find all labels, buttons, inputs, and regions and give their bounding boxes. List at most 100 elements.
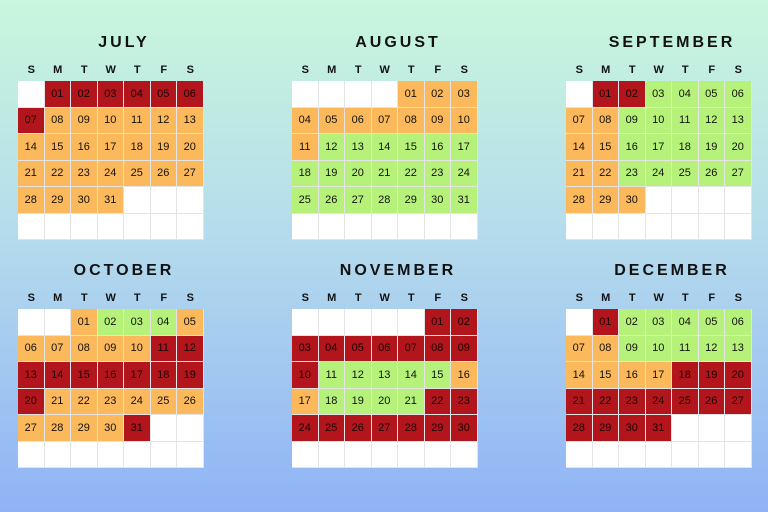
day-cell[interactable]: 17 [645, 134, 672, 161]
day-cell[interactable]: 25 [318, 415, 345, 442]
day-cell[interactable]: 24 [292, 415, 319, 442]
day-cell[interactable]: 12 [345, 362, 372, 389]
day-cell[interactable]: 14 [44, 362, 71, 389]
day-cell[interactable]: 16 [451, 362, 478, 389]
day-cell[interactable]: 27 [725, 160, 752, 187]
day-cell[interactable]: 11 [318, 362, 345, 389]
day-cell[interactable]: 27 [18, 415, 45, 442]
day-cell[interactable]: 06 [725, 309, 752, 336]
day-cell[interactable]: 02 [451, 309, 478, 336]
day-cell[interactable]: 13 [725, 107, 752, 134]
day-cell[interactable]: 21 [398, 388, 425, 415]
day-cell[interactable]: 27 [177, 160, 204, 187]
day-cell[interactable]: 05 [177, 309, 204, 336]
day-cell[interactable]: 19 [318, 160, 345, 187]
day-cell[interactable]: 28 [398, 415, 425, 442]
day-cell[interactable]: 31 [645, 415, 672, 442]
day-cell[interactable]: 29 [398, 187, 425, 214]
day-cell[interactable]: 11 [292, 134, 319, 161]
day-cell[interactable]: 10 [645, 335, 672, 362]
day-cell[interactable]: 22 [592, 388, 619, 415]
day-cell[interactable]: 04 [672, 309, 699, 336]
day-cell[interactable]: 07 [44, 335, 71, 362]
day-cell[interactable]: 06 [345, 107, 372, 134]
day-cell[interactable]: 04 [672, 81, 699, 108]
day-cell[interactable]: 14 [371, 134, 398, 161]
day-cell[interactable]: 26 [698, 160, 725, 187]
day-cell[interactable]: 21 [371, 160, 398, 187]
day-cell[interactable]: 29 [71, 415, 98, 442]
day-cell[interactable]: 15 [592, 362, 619, 389]
day-cell[interactable]: 18 [318, 388, 345, 415]
day-cell[interactable]: 13 [18, 362, 45, 389]
day-cell[interactable]: 18 [672, 362, 699, 389]
day-cell[interactable]: 05 [698, 309, 725, 336]
day-cell[interactable]: 26 [345, 415, 372, 442]
day-cell[interactable]: 25 [124, 160, 151, 187]
day-cell[interactable]: 03 [292, 335, 319, 362]
day-cell[interactable]: 09 [619, 107, 646, 134]
day-cell[interactable]: 07 [566, 107, 593, 134]
day-cell[interactable]: 20 [371, 388, 398, 415]
day-cell[interactable]: 12 [698, 335, 725, 362]
day-cell[interactable]: 02 [424, 81, 451, 108]
day-cell[interactable]: 01 [592, 81, 619, 108]
day-cell[interactable]: 13 [345, 134, 372, 161]
day-cell[interactable]: 14 [398, 362, 425, 389]
day-cell[interactable]: 26 [150, 160, 177, 187]
day-cell[interactable]: 30 [424, 187, 451, 214]
day-cell[interactable]: 14 [18, 134, 45, 161]
day-cell[interactable]: 17 [292, 388, 319, 415]
day-cell[interactable]: 19 [698, 362, 725, 389]
day-cell[interactable]: 15 [44, 134, 71, 161]
day-cell[interactable]: 31 [124, 415, 151, 442]
day-cell[interactable]: 10 [124, 335, 151, 362]
day-cell[interactable]: 12 [150, 107, 177, 134]
day-cell[interactable]: 15 [398, 134, 425, 161]
day-cell[interactable]: 20 [725, 362, 752, 389]
day-cell[interactable]: 10 [292, 362, 319, 389]
day-cell[interactable]: 09 [451, 335, 478, 362]
day-cell[interactable]: 12 [177, 335, 204, 362]
day-cell[interactable]: 18 [292, 160, 319, 187]
day-cell[interactable]: 01 [71, 309, 98, 336]
day-cell[interactable]: 05 [150, 81, 177, 108]
day-cell[interactable]: 28 [566, 415, 593, 442]
day-cell[interactable]: 02 [71, 81, 98, 108]
day-cell[interactable]: 08 [592, 335, 619, 362]
day-cell[interactable]: 26 [698, 388, 725, 415]
day-cell[interactable]: 12 [318, 134, 345, 161]
day-cell[interactable]: 02 [619, 309, 646, 336]
day-cell[interactable]: 05 [345, 335, 372, 362]
day-cell[interactable]: 24 [451, 160, 478, 187]
day-cell[interactable]: 03 [645, 309, 672, 336]
day-cell[interactable]: 11 [672, 335, 699, 362]
day-cell[interactable]: 13 [725, 335, 752, 362]
day-cell[interactable]: 07 [371, 107, 398, 134]
day-cell[interactable]: 08 [44, 107, 71, 134]
day-cell[interactable]: 19 [177, 362, 204, 389]
day-cell[interactable]: 08 [592, 107, 619, 134]
day-cell[interactable]: 03 [645, 81, 672, 108]
day-cell[interactable]: 25 [672, 160, 699, 187]
day-cell[interactable]: 28 [371, 187, 398, 214]
day-cell[interactable]: 23 [451, 388, 478, 415]
day-cell[interactable]: 26 [318, 187, 345, 214]
day-cell[interactable]: 10 [97, 107, 124, 134]
day-cell[interactable]: 27 [345, 187, 372, 214]
day-cell[interactable]: 06 [177, 81, 204, 108]
day-cell[interactable]: 25 [150, 388, 177, 415]
day-cell[interactable]: 25 [672, 388, 699, 415]
day-cell[interactable]: 10 [645, 107, 672, 134]
day-cell[interactable]: 03 [124, 309, 151, 336]
day-cell[interactable]: 08 [71, 335, 98, 362]
day-cell[interactable]: 04 [318, 335, 345, 362]
day-cell[interactable]: 08 [424, 335, 451, 362]
day-cell[interactable]: 20 [177, 134, 204, 161]
day-cell[interactable]: 22 [592, 160, 619, 187]
day-cell[interactable]: 04 [292, 107, 319, 134]
day-cell[interactable]: 22 [44, 160, 71, 187]
day-cell[interactable]: 29 [592, 187, 619, 214]
day-cell[interactable]: 03 [451, 81, 478, 108]
day-cell[interactable]: 22 [424, 388, 451, 415]
